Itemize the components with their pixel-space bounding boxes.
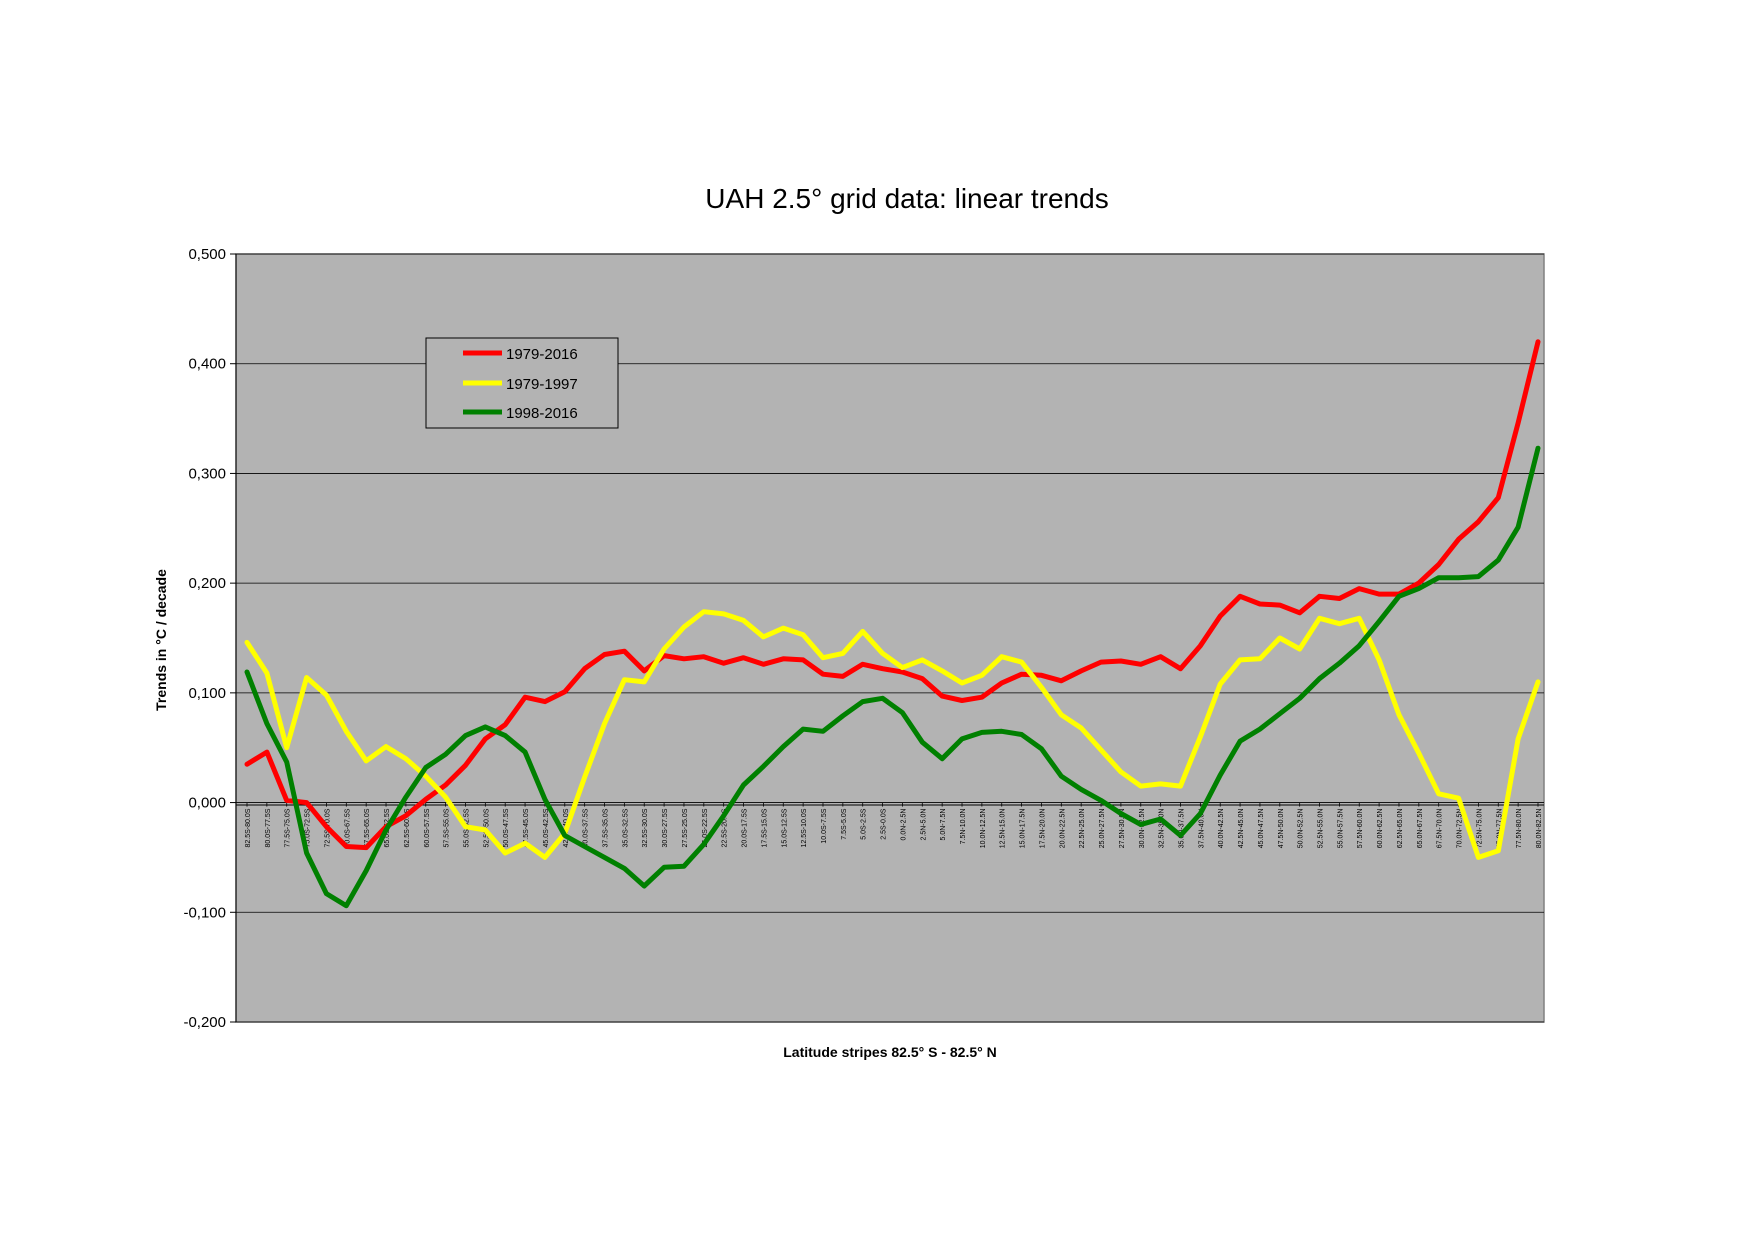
x-tick-label: 10.0S-7.5S xyxy=(821,808,828,843)
x-tick-label: 62.5N-65.0N xyxy=(1397,809,1404,849)
y-tick-label: 0,300 xyxy=(188,465,226,482)
x-tick-label: 52.5N-55.0N xyxy=(1318,809,1325,849)
x-tick-label: 12.5S-10.0S xyxy=(801,808,808,847)
x-tick-label: 20.0N-22.5N xyxy=(1059,809,1066,849)
x-tick-label: 67.5S-65.0S xyxy=(364,808,371,847)
x-tick-label: 57.5N-60.0N xyxy=(1357,809,1364,849)
legend: 1979-2016 1979-1997 1998-2016 xyxy=(425,337,619,429)
x-tick-label: 57.5S-55.0S xyxy=(444,808,451,847)
x-tick-label: 67.5N-70.0N xyxy=(1437,809,1444,849)
x-tick-label: 32.5S-30.0S xyxy=(642,808,649,847)
y-tick-label: 0,000 xyxy=(188,795,226,812)
x-tick-label: 47.5S-45.0S xyxy=(523,808,530,847)
x-tick-label: 32.5N-35.0N xyxy=(1159,809,1166,849)
x-tick-label: 15.0N-17.5N xyxy=(1020,809,1027,849)
x-tick-label: 35.0S-32.5S xyxy=(622,808,629,847)
legend-label-1979-1997: 1979-1997 xyxy=(506,376,578,393)
x-tick-label: 65.0N-67.5N xyxy=(1417,809,1424,849)
x-tick-label: 62.5S-60.0S xyxy=(404,808,411,847)
x-tick-label: 27.5N-30.0N xyxy=(1119,809,1126,849)
series-line-1979-2016 xyxy=(244,339,1541,851)
y-tick-label: 0,500 xyxy=(188,246,226,263)
x-tick-label: 60.0S-57.5S xyxy=(424,808,431,847)
y-axis-ticks: -0,200 -0,100 0,000 0,100 0,200 0,300 0,400 0,5… xyxy=(183,246,236,1031)
x-axis-label: Latitude stripes 82.5° S - 82.5° N xyxy=(783,1044,997,1060)
x-tick-label: 7.5S-5.0S xyxy=(841,808,848,839)
x-tick-label: 42.5N-45.0N xyxy=(1238,809,1245,849)
x-tick-label: 17.5N-20.0N xyxy=(1039,809,1046,849)
x-tick-label: 37.5N-40.0N xyxy=(1198,809,1205,849)
x-tick-label: 40.0S-37.5S xyxy=(583,808,590,847)
y-axis-label: Trends in °C / decade xyxy=(153,569,169,711)
x-tick-label: 80.0S-77.5S xyxy=(265,808,272,847)
x-tick-label: 70.0N-72.5N xyxy=(1457,809,1464,849)
y-tick-label: 0,400 xyxy=(188,356,226,373)
x-axis-ticks: 82.5S-80.0S 80.0S-77.5S 77.5S-75.0S 75.0S-7… xyxy=(245,802,1543,849)
x-tick-label: 52.5S-50.0S xyxy=(483,808,490,847)
x-tick-label: 15.0S-12.5S xyxy=(781,808,788,847)
x-tick-label: 25.0S-22.5S xyxy=(702,808,709,847)
x-tick-label: 2.5N-5.0N xyxy=(920,809,927,841)
y-tick-label: 0,200 xyxy=(188,575,226,592)
gridlines xyxy=(236,253,1544,1023)
y-tick-label: -0,200 xyxy=(183,1014,226,1031)
x-tick-label: 30.0N-32.5N xyxy=(1139,809,1146,849)
series-line-1998-2016 xyxy=(244,445,1541,909)
x-tick-label: 50.0N-52.5N xyxy=(1298,809,1305,849)
y-tick-label: 0,100 xyxy=(188,685,226,702)
x-tick-label: 47.5N-50.0N xyxy=(1278,809,1285,849)
legend-box xyxy=(425,337,619,429)
x-tick-label: 5.0S-2.5S xyxy=(861,808,868,839)
series-lines xyxy=(244,339,1541,909)
x-tick-label: 45.0S-42.5S xyxy=(543,808,550,847)
x-tick-label: 25.0N-27.5N xyxy=(1099,809,1106,849)
x-tick-label: 77.5S-75.0S xyxy=(285,808,292,847)
x-tick-label: 27.5S-25.0S xyxy=(682,808,689,847)
x-tick-label: 12.5N-15.0N xyxy=(1000,809,1007,849)
x-tick-label: 80.0N-82.5N xyxy=(1536,809,1543,849)
x-tick-label: 77.5N-80.0N xyxy=(1516,809,1523,849)
x-tick-label: 75.0S-72.5S xyxy=(305,808,312,847)
x-tick-label: 55.0N-57.5N xyxy=(1337,809,1344,849)
x-tick-label: 50.0S-47.5S xyxy=(503,808,510,847)
x-tick-label: 7.5N-10.0N xyxy=(960,809,967,845)
x-tick-label: 5.0N-7.5N xyxy=(940,809,947,841)
x-tick-label: 40.0N-42.5N xyxy=(1218,809,1225,849)
x-tick-label: 35.0N-37.5N xyxy=(1178,809,1185,849)
x-tick-label: 10.0N-12.5N xyxy=(980,809,987,849)
x-tick-label: 37.5S-35.0S xyxy=(603,808,610,847)
x-tick-label: 22.5N-25.0N xyxy=(1079,809,1086,849)
x-tick-label: 20.0S-17.5S xyxy=(742,808,749,847)
chart-title: UAH 2.5° grid data: linear trends xyxy=(705,183,1108,214)
x-tick-label: 22.5S-20.0S xyxy=(722,808,729,847)
legend-label-1979-2016: 1979-2016 xyxy=(506,346,578,363)
x-tick-label: 45.0N-47.5N xyxy=(1258,809,1265,849)
x-tick-label: 17.5S-15.0S xyxy=(761,808,768,847)
x-tick-label: 70.0S-67.5S xyxy=(344,808,351,847)
x-tick-label: 60.0N-62.5N xyxy=(1377,809,1384,849)
x-tick-label: 30.0S-27.5S xyxy=(662,808,669,847)
series-line-1979-1997 xyxy=(244,609,1541,860)
x-tick-label: 72.5N-75.0N xyxy=(1476,809,1483,849)
legend-label-1998-2016: 1998-2016 xyxy=(506,405,578,422)
x-tick-label: 2.5S-0.0S xyxy=(881,808,888,839)
y-tick-label: -0,100 xyxy=(183,904,226,921)
x-tick-label: 0.0N-2.5N xyxy=(900,809,907,841)
x-tick-label: 82.5S-80.0S xyxy=(245,808,252,847)
